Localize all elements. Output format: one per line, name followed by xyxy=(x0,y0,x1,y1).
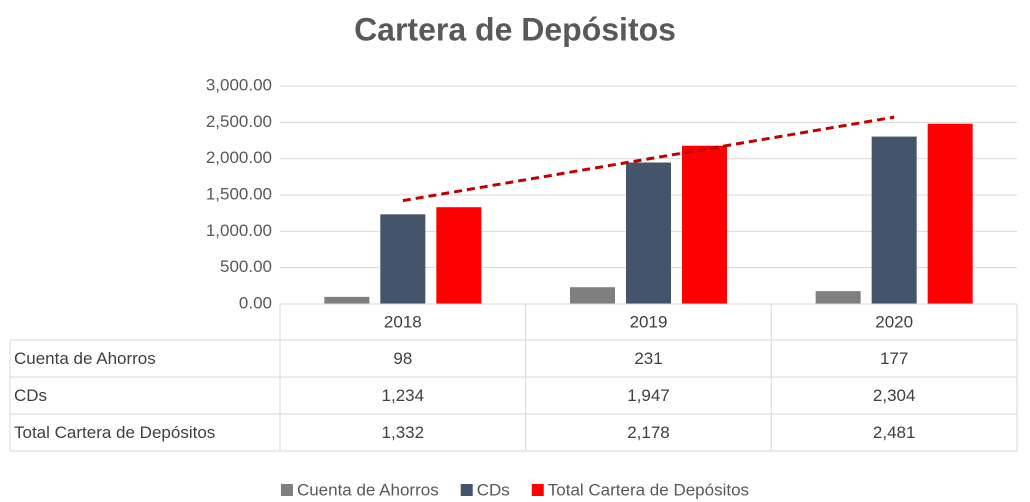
legend-swatch xyxy=(460,484,473,496)
bar xyxy=(626,162,671,304)
x-tick-label: 2020 xyxy=(875,312,913,331)
legend-label: Total Cartera de Depósitos xyxy=(548,480,749,499)
table-value: 177 xyxy=(880,349,908,368)
bar xyxy=(871,136,917,304)
table-row-label: CDs xyxy=(14,386,47,405)
y-tick-label: 0.00 xyxy=(239,293,272,312)
x-tick-label: 2019 xyxy=(630,312,668,331)
table-value: 1,234 xyxy=(382,386,425,405)
bar xyxy=(324,296,370,304)
table-value: 2,178 xyxy=(627,423,670,442)
bar xyxy=(682,145,727,304)
legend-label: Cuenta de Ahorros xyxy=(297,480,439,499)
legend-label: CDs xyxy=(477,480,510,499)
table-value: 2,481 xyxy=(873,423,916,442)
table-value: 2,304 xyxy=(873,386,916,405)
table-value: 98 xyxy=(393,349,412,368)
x-tick-label: 2018 xyxy=(384,312,422,331)
legend-swatch xyxy=(280,484,293,496)
bar xyxy=(927,123,973,305)
y-tick-label: 2,500.00 xyxy=(206,112,272,131)
y-tick-label: 1,500.00 xyxy=(206,184,272,203)
y-tick-label: 500.00 xyxy=(220,257,272,276)
y-tick-label: 2,000.00 xyxy=(206,148,272,167)
bar xyxy=(815,291,861,304)
table-row-label: Cuenta de Ahorros xyxy=(14,349,156,368)
legend-swatch xyxy=(531,484,544,496)
table-value: 1,332 xyxy=(382,423,425,442)
bar xyxy=(570,287,615,304)
bar xyxy=(380,214,426,304)
bar xyxy=(436,207,482,304)
trendline xyxy=(402,115,895,203)
y-tick-label: 3,000.00 xyxy=(206,75,272,94)
table-value: 231 xyxy=(634,349,662,368)
chart-title: Cartera de Depósitos xyxy=(354,11,676,47)
table-row-label: Total Cartera de Depósitos xyxy=(14,423,215,442)
y-tick-label: 1,000.00 xyxy=(206,221,272,240)
table-value: 1,947 xyxy=(627,386,670,405)
